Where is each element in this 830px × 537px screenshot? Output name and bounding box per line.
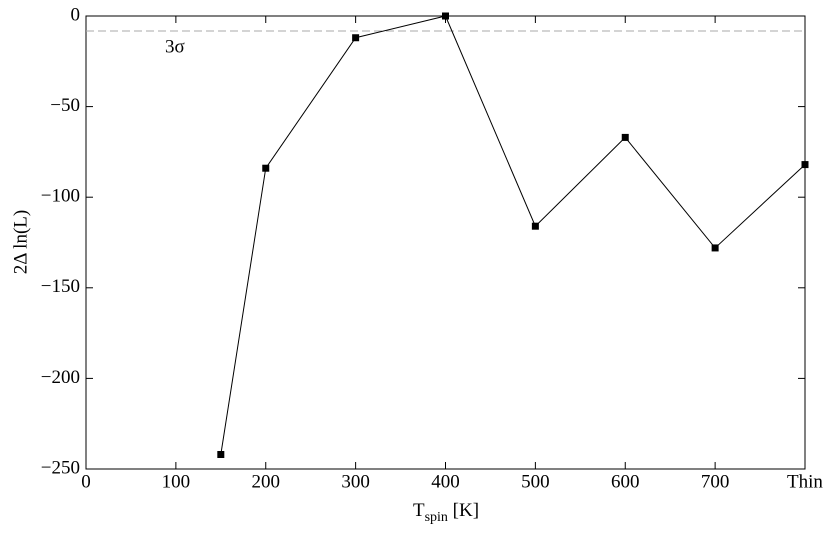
y-tick-label: −250 — [41, 457, 80, 478]
data-point — [801, 161, 809, 169]
x-tick-label: 500 — [521, 471, 550, 492]
plot-frame — [85, 15, 806, 470]
threshold-label: 3σ — [165, 36, 185, 57]
x-label-main: T — [413, 500, 425, 521]
x-tick-label: 100 — [162, 471, 191, 492]
x-tick-label: 300 — [341, 471, 370, 492]
x-tick-label: Thin — [787, 471, 823, 492]
y-tick-label: −150 — [41, 276, 80, 297]
y-axis-label: 2Δ ln(L) — [10, 210, 31, 274]
y-tick-label: 0 — [71, 4, 81, 25]
x-tick-label: 600 — [611, 471, 640, 492]
data-point — [711, 244, 719, 252]
y-tick-label: −50 — [50, 95, 80, 116]
x-label-rest: [K] — [448, 500, 479, 521]
data-point — [217, 451, 225, 459]
data-point — [262, 164, 270, 172]
data-point — [531, 222, 539, 230]
data-point — [621, 133, 629, 141]
x-tick-label: 400 — [431, 471, 460, 492]
y-tick-label: −100 — [41, 186, 80, 207]
data-line — [220, 15, 806, 455]
x-tick-label: 200 — [252, 471, 281, 492]
data-point — [442, 12, 449, 20]
x-label-sub: spin — [425, 510, 448, 525]
y-tick-label: −200 — [41, 367, 80, 388]
x-tick-label: 0 — [81, 471, 91, 492]
data-point — [352, 34, 360, 42]
x-axis-label: Tspin [K] — [413, 500, 479, 525]
x-tick-label: 700 — [701, 471, 730, 492]
